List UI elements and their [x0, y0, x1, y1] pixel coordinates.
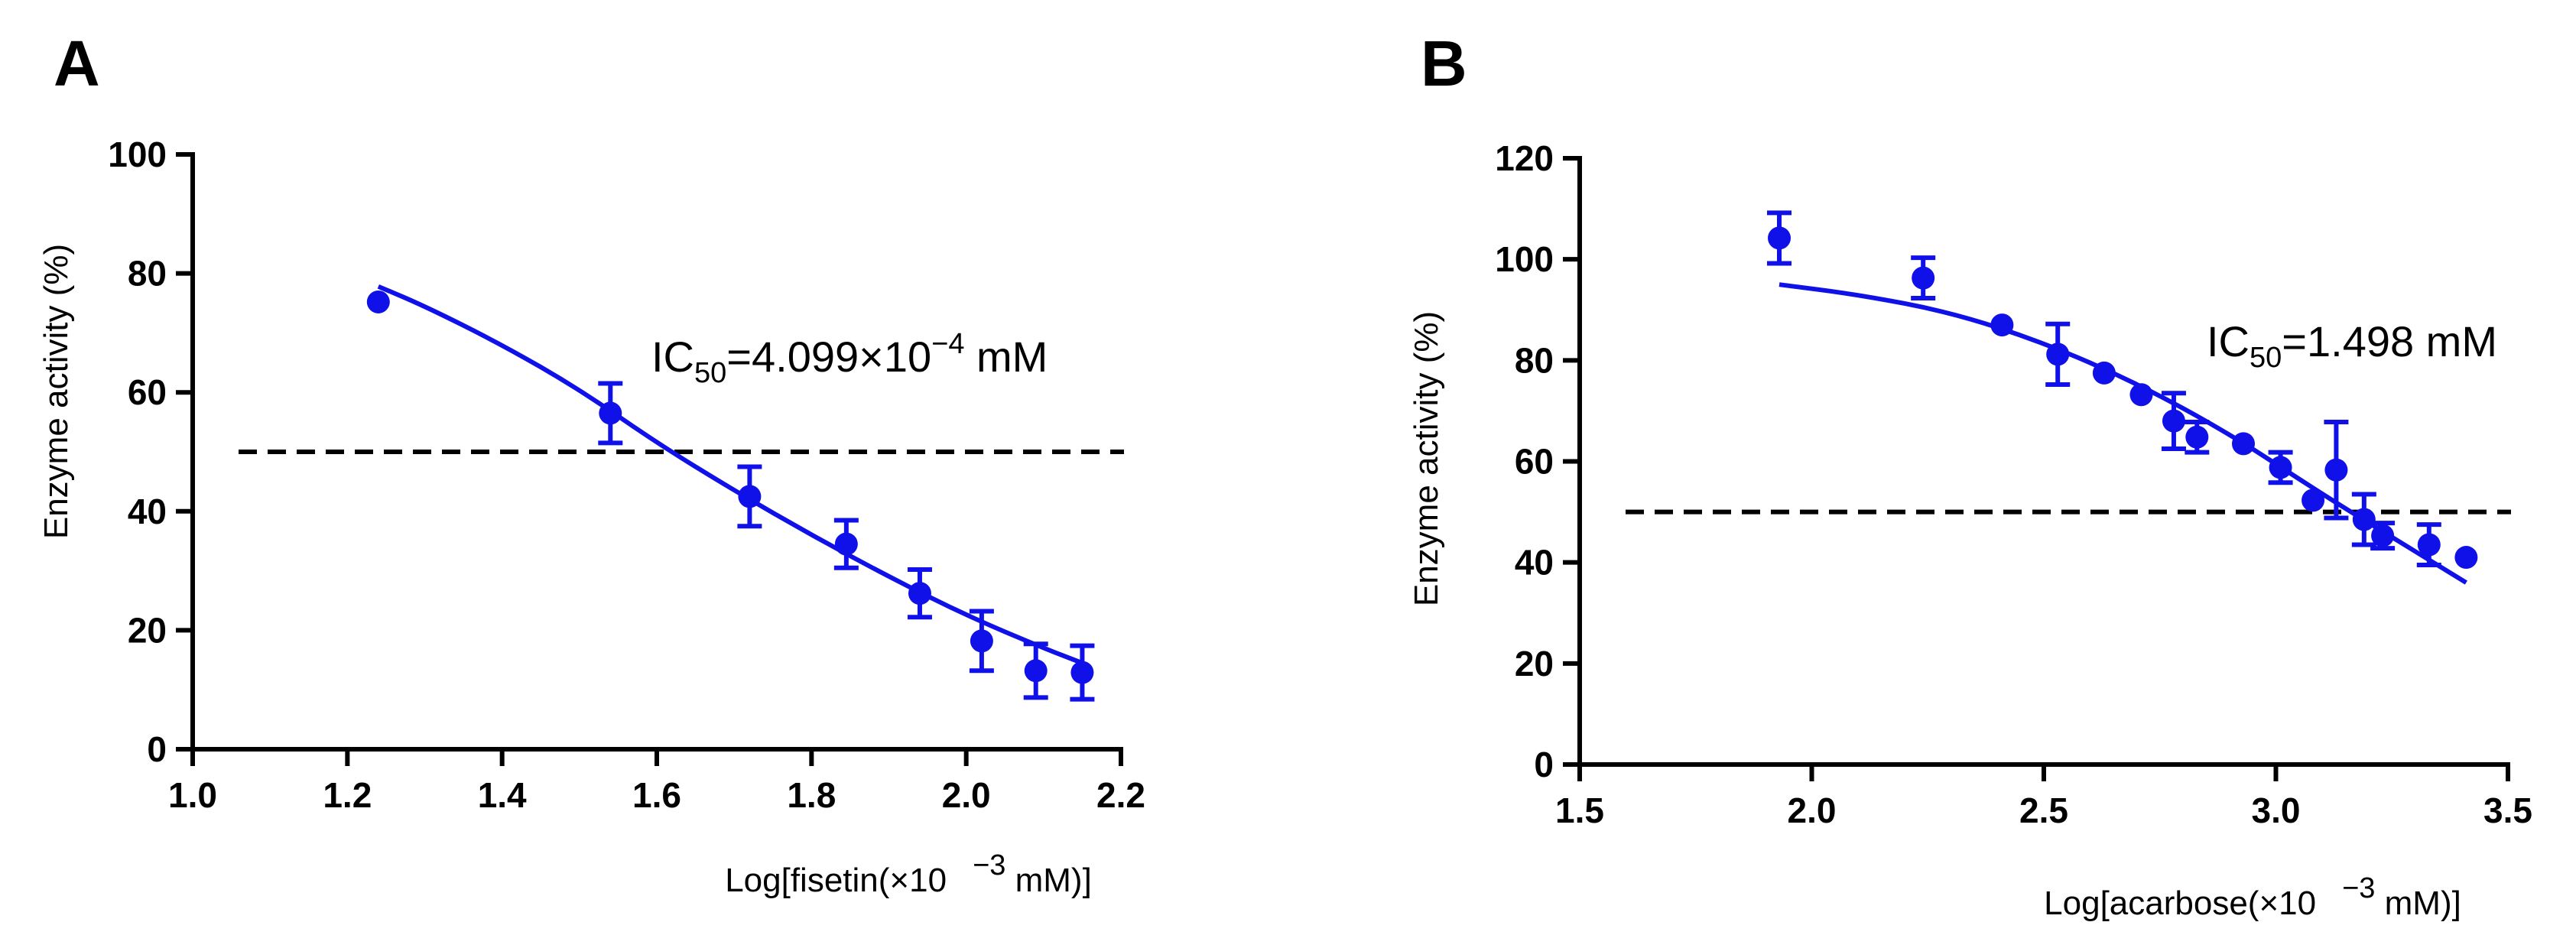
- panel-a-data-point: [366, 290, 390, 313]
- panel-a-x-tick-label: 2.0: [942, 775, 991, 815]
- panel-b-ic50-annotation: IC50=1.498 mM: [2207, 317, 2497, 374]
- panel-a-fit-curve: [377, 284, 1083, 665]
- panel-b-x-title-unit: mM)]: [2375, 885, 2461, 922]
- panel-b-label: B: [1421, 28, 1467, 99]
- panel-b-x-tick-label: 2.5: [2019, 791, 2068, 830]
- panel-b-data-point: [2352, 508, 2376, 531]
- panel-b-data-point: [2232, 432, 2256, 456]
- panel-a-data-point: [834, 532, 858, 556]
- panel-a-x-tick-label: 1.4: [478, 775, 527, 815]
- panel-b-x-tick-label: 1.5: [1555, 791, 1604, 830]
- panel-a-x-tick-label: 1.0: [168, 775, 217, 815]
- panel-b: B Enzyme activity (%) Log[acarbose(×10 −3…: [1408, 28, 2532, 922]
- panel-b-y-tick-label: 40: [1515, 543, 1554, 583]
- panel-a-data-point: [738, 485, 762, 508]
- panel-b-x-tick-label: 3.5: [2483, 791, 2532, 830]
- panel-a-y-tick-label: 20: [128, 610, 167, 650]
- panel-a-data-point: [1024, 659, 1048, 683]
- panel-a-ic50-annotation: IC50=4.099×10−4 mM: [651, 328, 1048, 389]
- panel-b-data-point: [1990, 313, 2014, 337]
- panel-b-x-axis-title: Log[acarbose(×10 −3 mM)]: [2044, 872, 2461, 922]
- panel-a-x-title-main: Log[fisetin(×10: [725, 862, 947, 899]
- panel-b-y-tick-label: 20: [1515, 644, 1554, 683]
- panel-a-x-tick-label: 1.2: [323, 775, 372, 815]
- panel-a-label: A: [54, 28, 100, 99]
- panel-a-data-point: [1070, 661, 1094, 684]
- panel-a-y-tick-label: 100: [108, 135, 167, 174]
- panel-b-data-point: [2269, 456, 2292, 479]
- panel-a-data-point: [908, 582, 931, 605]
- panel-b-data-point: [1912, 266, 1935, 290]
- panel-b-y-tick-label: 0: [1534, 745, 1554, 784]
- panel-b-y-tick-label: 100: [1495, 239, 1554, 279]
- panel-b-data-point: [2046, 343, 2070, 366]
- panel-b-data-point: [2371, 524, 2395, 547]
- panel-b-data-point: [2162, 409, 2185, 433]
- panel-a-y-tick-label: 80: [128, 254, 167, 294]
- panel-b-y-axis-title: Enzyme activity (%): [1408, 311, 1445, 606]
- panel-b-data-point: [1768, 226, 1792, 250]
- panel-a-data-point: [970, 629, 993, 653]
- panel-a: A Enzyme activity (%) Log[fisetin(×10 −3 …: [37, 28, 1145, 899]
- panel-b-data-point: [2417, 533, 2441, 557]
- panel-a-y-axis-title: Enzyme activity (%): [37, 244, 75, 539]
- panel-a-x-tick-label: 2.2: [1096, 775, 1145, 815]
- panel-a-y-tick-label: 40: [128, 492, 167, 531]
- panel-b-y-tick-label: 60: [1515, 442, 1554, 482]
- panel-a-plot-area: 1.0 1.2 1.4 1.6 1.8 2.0 2.2 0 20 40 60 80 100: [108, 135, 1145, 815]
- panel-b-x-tick-label: 2.0: [1788, 791, 1837, 830]
- panel-b-data-point: [2092, 361, 2116, 385]
- panel-b-data-point: [2454, 546, 2478, 570]
- panel-a-x-title-unit: mM)]: [1005, 862, 1091, 899]
- panel-b-x-tick-label: 3.0: [2252, 791, 2301, 830]
- panel-a-x-tick-label: 1.6: [632, 775, 681, 815]
- panel-b-y-tick-label: 80: [1515, 340, 1554, 380]
- panel-b-x-title-main: Log[acarbose(×10: [2044, 885, 2316, 922]
- panel-b-data-point: [2302, 489, 2325, 512]
- panel-a-x-title-exponent: −3: [973, 849, 1005, 881]
- panel-b-x-title-exponent: −3: [2342, 872, 2375, 904]
- panel-b-y-tick-label: 120: [1495, 138, 1554, 178]
- panel-a-y-tick-label: 0: [147, 729, 167, 769]
- panel-b-data-point: [2129, 383, 2153, 407]
- panel-a-data-point: [599, 401, 622, 425]
- panel-a-x-tick-label: 1.8: [787, 775, 836, 815]
- panel-a-x-axis-title: Log[fisetin(×10 −3 mM)]: [725, 849, 1092, 899]
- panel-a-y-tick-label: 60: [128, 372, 167, 412]
- panel-b-data-point: [2185, 425, 2209, 449]
- panel-b-plot-area: 1.5 2.0 2.5 3.0 3.5 0 20 40 60 80 100 120: [1495, 138, 2532, 830]
- panel-b-data-point: [2324, 458, 2348, 482]
